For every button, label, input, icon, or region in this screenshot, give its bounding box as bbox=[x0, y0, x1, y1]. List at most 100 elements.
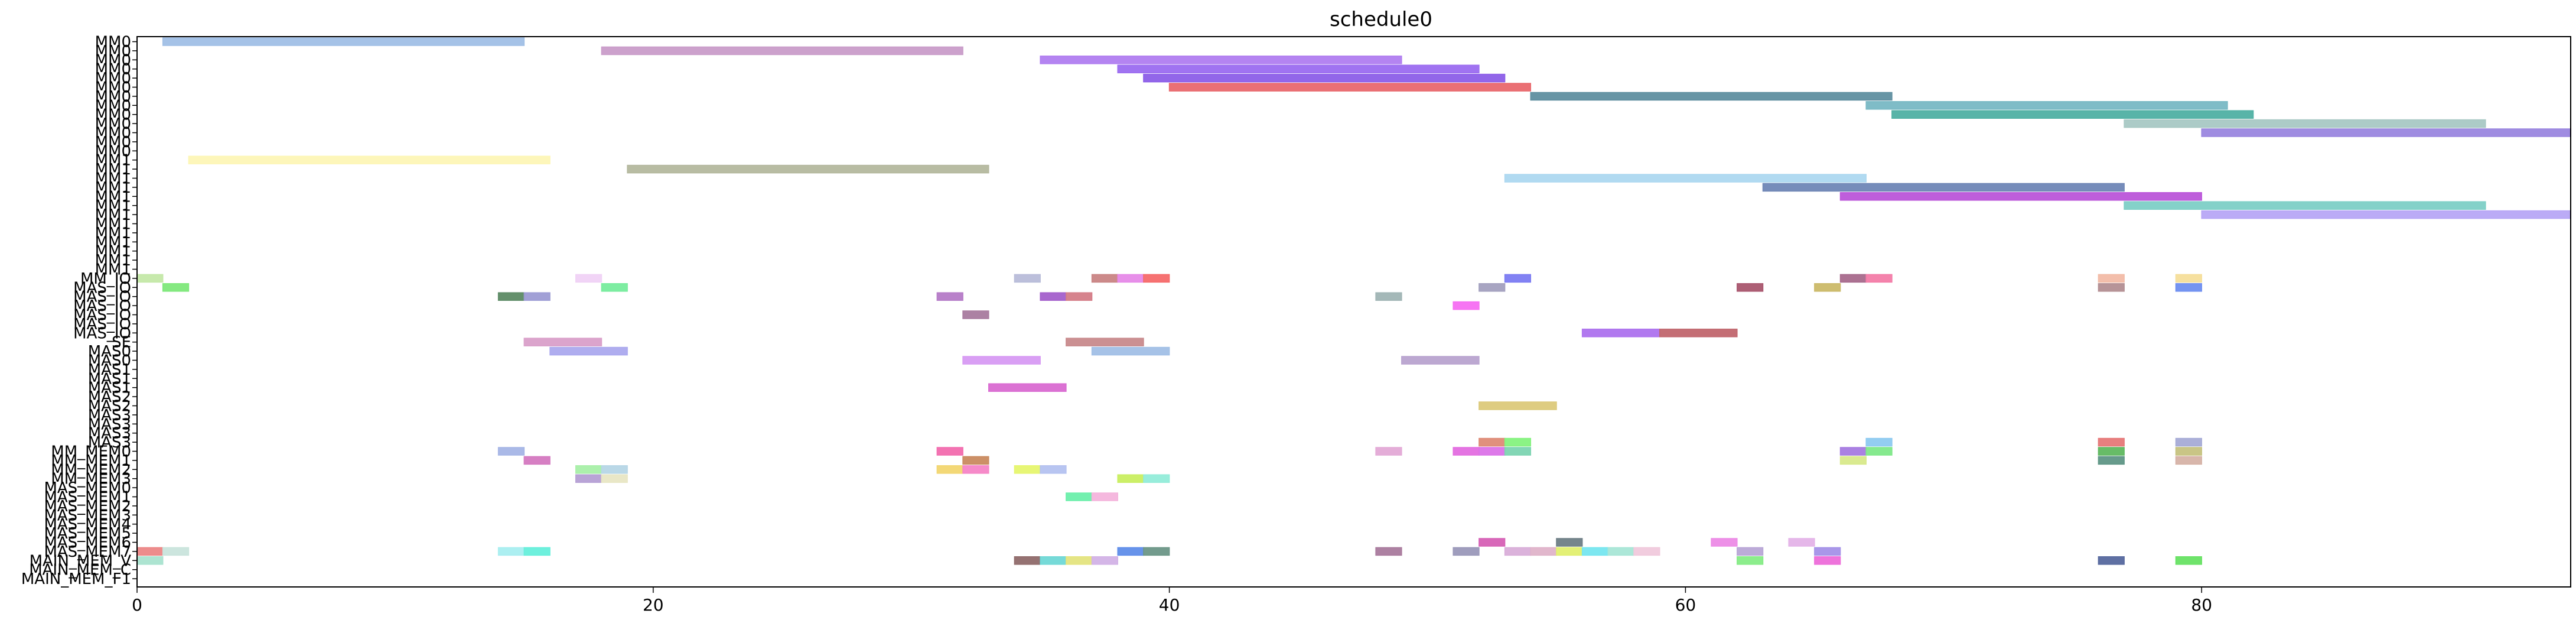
task-bar bbox=[962, 456, 989, 465]
task-bar bbox=[1504, 547, 1532, 556]
task-bar bbox=[1143, 547, 1170, 556]
y-tick-label: MM1 bbox=[95, 206, 131, 224]
y-tick-label: MM0 bbox=[95, 142, 131, 160]
task-bar bbox=[1091, 556, 1118, 565]
y-tick-label: MAS3 bbox=[88, 434, 131, 452]
task-bar bbox=[162, 37, 525, 46]
x-axis: 0 20 40 60 80 bbox=[132, 587, 2212, 615]
task-bar bbox=[1478, 538, 1506, 547]
task-bar bbox=[601, 465, 628, 474]
task-bar bbox=[1633, 547, 1660, 556]
task-bar bbox=[162, 283, 190, 292]
y-tick-label: MAS0 bbox=[88, 343, 131, 361]
y-tick-label: MM0 bbox=[95, 70, 131, 87]
y-tick-label: MM1 bbox=[95, 170, 131, 188]
task-bar bbox=[136, 274, 164, 283]
task-bar bbox=[1581, 329, 1660, 338]
x-tick-label: 0 bbox=[132, 595, 142, 615]
task-bar bbox=[2098, 283, 2125, 292]
y-tick-label: MM0 bbox=[95, 79, 131, 97]
y-tick-label: MM1 bbox=[95, 188, 131, 206]
y-tick-label: MM0 bbox=[95, 51, 131, 69]
task-bar bbox=[1814, 547, 1841, 556]
y-tick-label: MAS2 bbox=[88, 398, 131, 416]
chart-title: schedule0 bbox=[1330, 8, 1432, 31]
y-tick-label: MM0 bbox=[95, 88, 131, 106]
task-bar bbox=[1040, 556, 1067, 565]
task-bar bbox=[1168, 83, 1532, 92]
task-bar bbox=[2098, 556, 2125, 565]
task-bar bbox=[1737, 283, 1764, 292]
y-tick-label: MM0 bbox=[95, 125, 131, 142]
y-tick-label: MAS_MEM3 bbox=[44, 507, 131, 524]
y-tick-label: MAS1 bbox=[88, 370, 131, 388]
y-tick-label: MAS_MEM7 bbox=[44, 543, 131, 561]
task-bar bbox=[1453, 301, 1480, 310]
x-tick-label: 40 bbox=[1159, 595, 1180, 615]
task-bar bbox=[1556, 547, 1583, 556]
task-bar bbox=[1839, 456, 1867, 465]
task-bar bbox=[1117, 64, 1480, 73]
y-tick-label: MAS_MEM0 bbox=[44, 479, 131, 497]
task-bar bbox=[988, 383, 1067, 392]
y-axis: MM0MM0MM0MM0MM0MM0MM0MM0MM0MM0MM0MM0MM0M… bbox=[21, 34, 137, 588]
y-tick-label: MM_MEM2 bbox=[51, 461, 131, 479]
task-bar bbox=[1607, 547, 1634, 556]
y-tick-label: MM1 bbox=[95, 161, 131, 179]
task-bar bbox=[601, 283, 628, 292]
task-bar bbox=[936, 447, 963, 456]
task-bar bbox=[1066, 556, 1093, 565]
task-bar bbox=[2175, 456, 2202, 465]
y-tick-label: MM1 bbox=[95, 233, 131, 251]
task-bar bbox=[1014, 465, 1041, 474]
task-bar bbox=[136, 556, 164, 565]
y-tick-label: MAS_IO bbox=[73, 297, 131, 315]
y-tick-label: MM1 bbox=[95, 179, 131, 197]
y-tick-label: MM0 bbox=[95, 106, 131, 124]
task-bar bbox=[2124, 119, 2486, 128]
task-bar bbox=[2098, 437, 2125, 447]
task-bar bbox=[1091, 492, 1118, 501]
y-tick-label: MM0 bbox=[95, 61, 131, 79]
task-bar bbox=[1478, 437, 1506, 447]
y-tick-label: MM0 bbox=[95, 34, 131, 51]
y-tick-label: MM1 bbox=[95, 152, 131, 170]
task-bar bbox=[575, 274, 603, 283]
y-tick-label: MAS_IO bbox=[73, 325, 131, 342]
task-bar bbox=[1530, 547, 1557, 556]
task-bar bbox=[1737, 547, 1764, 556]
y-tick-label: MAS_MEM5 bbox=[44, 525, 131, 543]
task-bar bbox=[2175, 447, 2202, 456]
task-bar bbox=[1814, 283, 1841, 292]
task-bar bbox=[523, 547, 551, 556]
task-bar bbox=[1530, 92, 1893, 101]
task-bar bbox=[2098, 456, 2125, 465]
task-bar bbox=[1556, 538, 1583, 547]
plot-frame bbox=[136, 36, 2571, 588]
y-tick-label: MM_IO bbox=[80, 270, 131, 288]
y-tick-label: MAIN_MEM_F1 bbox=[21, 570, 131, 588]
y-tick-label: MAIN_MEM_V bbox=[30, 552, 132, 570]
task-bar bbox=[1737, 556, 1764, 565]
y-tick-label: MM0 bbox=[95, 97, 131, 115]
y-tick-label: MM1 bbox=[95, 216, 131, 233]
task-bar bbox=[1375, 292, 1402, 301]
y-tick-label: MAIN_MEM_C bbox=[29, 562, 131, 579]
task-bar bbox=[162, 547, 190, 556]
task-bar bbox=[1839, 192, 2202, 201]
task-bar bbox=[2098, 447, 2125, 456]
task-bar bbox=[1040, 56, 1402, 64]
task-bar bbox=[936, 465, 963, 474]
y-tick-label: MM0 bbox=[95, 43, 131, 60]
y-tick-label: MAS2 bbox=[88, 388, 131, 406]
x-tick-label: 60 bbox=[1675, 595, 1696, 615]
task-bar bbox=[1478, 401, 1557, 410]
y-tick-label: MAS0 bbox=[88, 352, 131, 370]
y-tick-label: MAS_IO bbox=[73, 288, 131, 306]
x-tick-label: 80 bbox=[2191, 595, 2212, 615]
task-bar bbox=[1865, 101, 2228, 110]
task-bar bbox=[1014, 274, 1041, 283]
task-bar bbox=[2175, 283, 2202, 292]
task-bar bbox=[601, 46, 963, 56]
